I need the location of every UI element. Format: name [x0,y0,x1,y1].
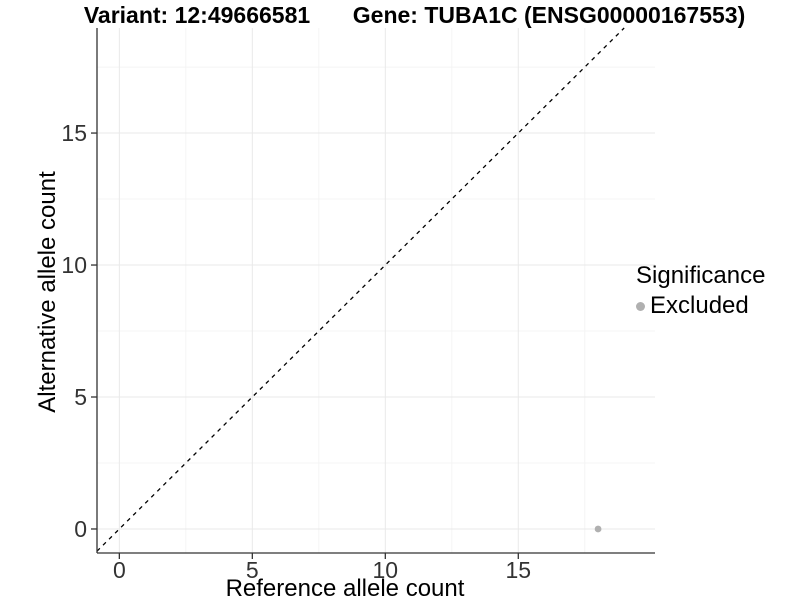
identity-dashed-line [96,27,625,552]
legend-point-icon [636,301,645,311]
x-axis-title: Reference allele count [225,575,465,600]
x-tick-label: 5 [246,557,259,583]
variant-title: Variant: 12:49666581 [83,2,311,28]
legend-item-excluded: Excluded [636,292,765,320]
x-tick-label: 10 [373,557,399,583]
x-tick-label: 0 [113,557,126,583]
y-tick-label: 5 [74,384,87,410]
y-axis-title: Alternative allele count [34,171,61,413]
y-tick-label: 15 [61,120,87,146]
legend-item-label: Excluded [650,292,749,319]
y-tick-label: 10 [61,252,87,278]
y-tick-label: 0 [74,516,87,542]
gene-title: Gene: TUBA1C (ENSG00000167553) [352,2,746,28]
data-point [594,525,602,533]
x-tick-label: 15 [505,557,531,583]
legend-title: Significance [636,262,766,289]
legend: Significance Excluded [636,262,765,320]
